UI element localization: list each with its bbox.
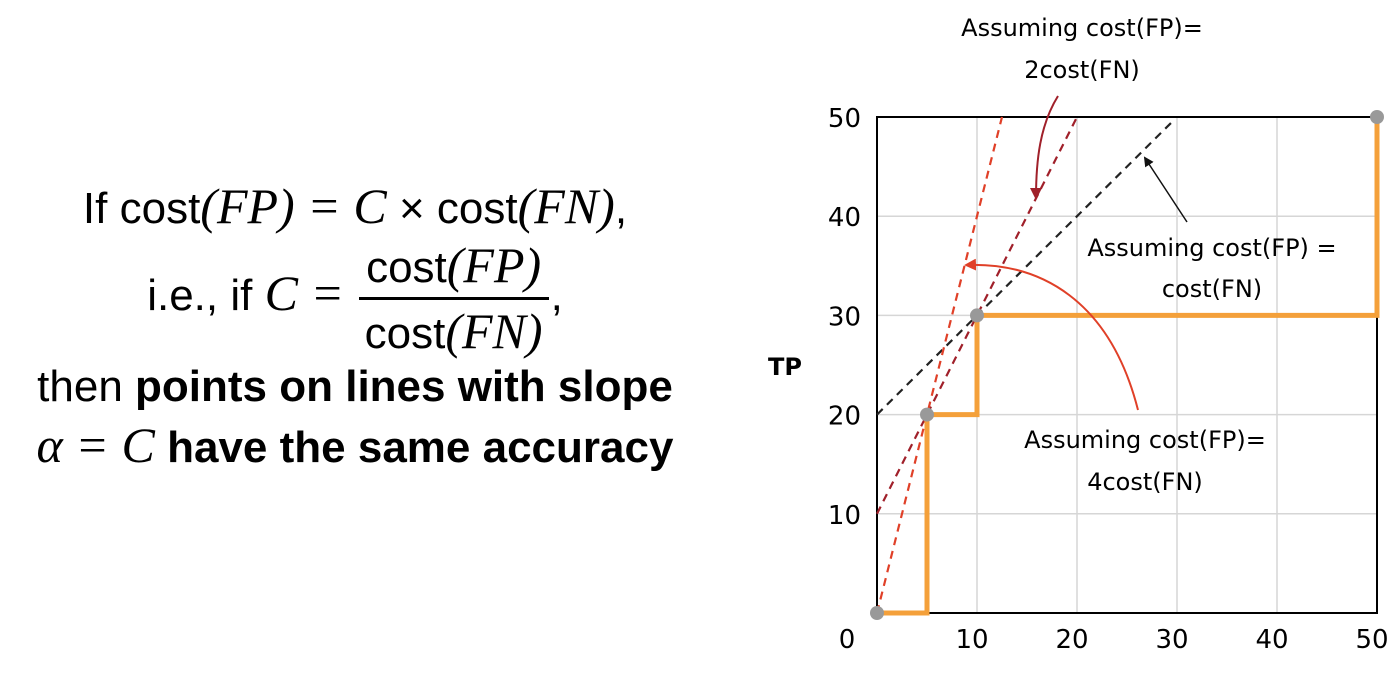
formula-line-4: α = C have the same accuracy — [0, 414, 710, 477]
x-tick-label: 30 — [1155, 625, 1188, 655]
roc-point — [920, 407, 934, 422]
roc-point — [1370, 110, 1384, 124]
x-tick-label: 10 — [955, 625, 988, 655]
x-tick-labels: 0 10 20 30 40 50 — [839, 625, 1389, 655]
formula-bold-text: have the same accuracy — [154, 422, 674, 472]
roc-points — [870, 110, 1384, 620]
y-tick-label: 20 — [828, 402, 861, 432]
annotation-line: cost(FN) — [1162, 275, 1262, 303]
y-tick-label: 10 — [828, 501, 861, 531]
annotation-slope2: Assuming cost(FP)= 2cost(FN) — [961, 14, 1203, 84]
iso-accuracy-line-slope-2 — [876, 116, 1078, 515]
y-tick-label: 50 — [828, 104, 861, 134]
formula-text: , — [550, 270, 563, 320]
formula-math: (FP) — [446, 236, 542, 293]
formula-text: × cost — [386, 184, 518, 233]
formula-math: (FP) = C — [200, 178, 387, 234]
annotation-line: Assuming cost(FP)= — [1024, 426, 1266, 454]
formula-block: If cost(FP) = C × cost(FN), i.e., if C =… — [0, 175, 710, 476]
annotation-arrow-slope4 — [964, 258, 1139, 411]
iso-accuracy-line-slope-1 — [876, 121, 1173, 416]
formula-math: (FN) — [517, 178, 615, 234]
roc-point — [970, 308, 984, 323]
cost-ratio-fraction: cost(FP) cost(FN) — [358, 236, 549, 359]
y-tick-label: 40 — [828, 203, 861, 233]
formula-math: C = — [264, 264, 357, 321]
annotation-line: 2cost(FN) — [1024, 56, 1140, 84]
iso-accuracy-lines — [875, 116, 1173, 614]
iso-accuracy-line-slope-4 — [875, 116, 1004, 614]
fraction-denominator: cost(FN) — [359, 300, 549, 359]
annotation-arrow-slope2 — [1030, 95, 1059, 200]
formula-math: (FN) — [445, 302, 543, 359]
formula-line-2: i.e., if C = cost(FP) cost(FN), — [0, 236, 710, 359]
formula-line-1: If cost(FP) = C × cost(FN), — [0, 175, 710, 238]
y-tick-labels: 10 20 30 40 50 — [828, 104, 861, 531]
y-axis-label: TP — [768, 353, 802, 381]
x-tick-label: 0 — [839, 625, 856, 655]
annotation-arrow-slope1 — [1143, 156, 1188, 223]
formula-line-3: then points on lines with slope — [0, 359, 710, 414]
x-tick-label: 40 — [1255, 625, 1288, 655]
formula-text: If cost — [82, 184, 201, 233]
annotation-line: Assuming cost(FP) = — [1087, 234, 1336, 262]
annotation-line: Assuming cost(FP)= — [961, 14, 1203, 42]
formula-text: i.e., if — [147, 270, 265, 320]
formula-text: , — [614, 184, 628, 233]
formula-text: cost — [366, 242, 447, 292]
formula-math: α = C — [36, 416, 155, 473]
y-tick-label: 30 — [828, 302, 861, 332]
roc-curve-group — [877, 117, 1380, 616]
plot-frame — [876, 116, 1378, 614]
annotation-slope4: Assuming cost(FP)= 4cost(FN) — [1024, 426, 1266, 496]
fraction-numerator: cost(FP) — [358, 236, 549, 300]
x-tick-label: 20 — [1055, 625, 1088, 655]
roc-curve — [877, 117, 1380, 616]
roc-point — [870, 606, 884, 620]
annotation-line: 4cost(FN) — [1087, 468, 1203, 496]
formula-bold-text: points on lines with slope — [135, 361, 673, 411]
annotation-slope1: Assuming cost(FP) = cost(FN) — [1087, 234, 1336, 303]
x-tick-label: 50 — [1355, 625, 1388, 655]
formula-text: then — [37, 361, 136, 411]
formula-text: cost — [364, 308, 446, 358]
